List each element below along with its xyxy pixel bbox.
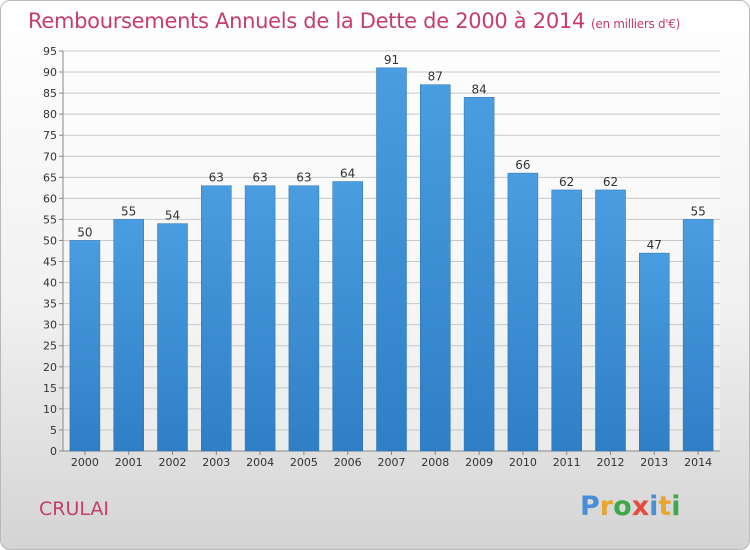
y-tick-label: 40	[43, 277, 57, 290]
bar-value-label: 54	[165, 209, 180, 223]
bar-value-label: 63	[296, 171, 311, 185]
x-tick-label: 2002	[159, 456, 187, 469]
bar-value-label: 62	[559, 175, 574, 189]
y-tick-label: 75	[43, 129, 57, 142]
y-tick-label: 55	[43, 213, 57, 226]
y-tick-label: 80	[43, 108, 57, 121]
logo-letter: i	[671, 491, 681, 522]
bar	[332, 181, 363, 452]
x-tick-label: 2009	[465, 456, 493, 469]
bar-value-label: 63	[209, 171, 224, 185]
chart-title-text: Remboursements Annuels de la Dette de 20…	[28, 9, 585, 33]
bar	[507, 172, 539, 452]
y-tick-label: 45	[43, 256, 57, 269]
x-tick-label: 2014	[684, 456, 712, 469]
bar-value-label: 66	[515, 158, 530, 172]
y-tick-label: 30	[43, 319, 57, 332]
x-tick-label: 2007	[378, 456, 406, 469]
x-tick-label: 2003	[202, 456, 230, 469]
bar-value-label: 63	[252, 171, 267, 185]
bar-value-label: 55	[690, 204, 705, 218]
x-tick-label: 2011	[553, 456, 581, 469]
bar	[463, 97, 495, 452]
y-tick-label: 65	[43, 171, 57, 184]
chart-title: Remboursements Annuels de la Dette de 20…	[28, 9, 680, 33]
bar	[69, 240, 101, 452]
bar-value-label: 62	[603, 175, 618, 189]
logo-letter: x	[631, 491, 650, 522]
y-tick-label: 0	[50, 445, 57, 458]
x-tick-label: 2004	[246, 456, 274, 469]
y-tick-label: 15	[43, 382, 57, 395]
y-tick-label: 5	[50, 424, 57, 437]
y-tick-label: 70	[43, 150, 57, 163]
y-tick-label: 35	[43, 298, 57, 311]
bar	[551, 189, 582, 452]
logo-letter: P	[580, 491, 600, 522]
x-tick-label: 2012	[597, 456, 625, 469]
y-tick-label: 10	[43, 403, 57, 416]
y-tick-label: 60	[43, 192, 57, 205]
bar	[201, 185, 232, 452]
bar-value-label: 50	[77, 225, 92, 239]
bar-value-label: 55	[121, 204, 136, 218]
bar	[595, 189, 626, 452]
bar-value-label: 91	[384, 53, 399, 67]
bar	[682, 219, 714, 452]
x-tick-label: 2013	[640, 456, 668, 469]
x-tick-label: 2006	[334, 456, 362, 469]
logo-letter: o	[613, 491, 632, 522]
commune-name: CRULAI	[39, 498, 109, 520]
logo-letter: r	[599, 491, 614, 522]
bar	[639, 252, 670, 452]
bar-value-label: 47	[647, 238, 662, 252]
y-tick-label: 95	[43, 45, 57, 58]
y-tick-label: 85	[43, 87, 57, 100]
bar	[376, 67, 407, 452]
bar-value-label: 84	[471, 82, 486, 96]
y-tick-label: 20	[43, 361, 57, 374]
chart-unit-note: (en milliers d'€)	[591, 17, 681, 31]
bar	[157, 223, 188, 452]
bar	[244, 185, 276, 452]
bar	[288, 185, 320, 452]
logo-letter: i	[649, 491, 659, 522]
x-tick-label: 2005	[290, 456, 318, 469]
bar	[420, 84, 451, 452]
y-tick-label: 90	[43, 66, 57, 79]
x-tick-label: 2000	[71, 456, 99, 469]
proxiti-logo[interactable]: Proxiti	[580, 491, 681, 522]
y-tick-label: 50	[43, 234, 57, 247]
logo-letter: t	[658, 491, 672, 522]
x-tick-label: 2010	[509, 456, 537, 469]
bar	[113, 219, 144, 452]
bar-value-label: 87	[428, 70, 443, 84]
bar-value-label: 64	[340, 167, 355, 181]
x-tick-label: 2008	[421, 456, 449, 469]
y-tick-label: 25	[43, 340, 57, 353]
x-tick-label: 2001	[115, 456, 143, 469]
